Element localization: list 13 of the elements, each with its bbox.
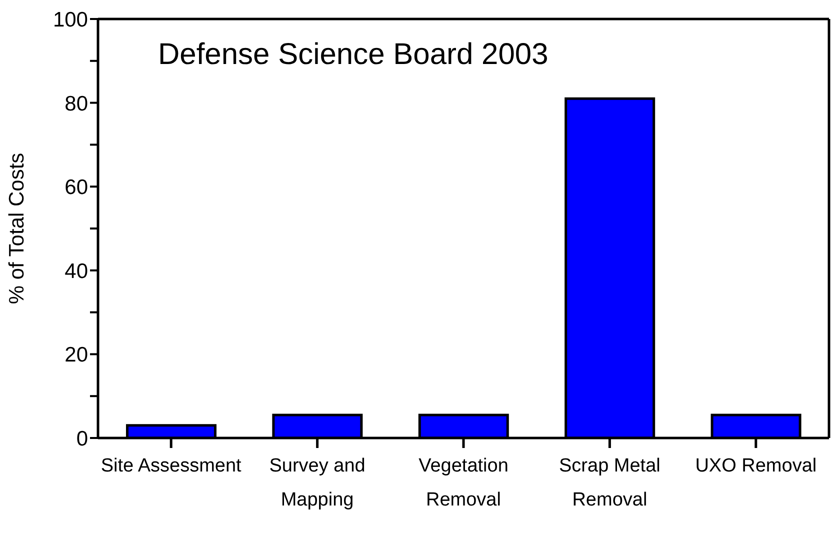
y-tick-label: 20 xyxy=(64,344,88,367)
y-tick-label: 100 xyxy=(52,8,88,32)
x-tick-label: Site Assessment xyxy=(100,455,242,476)
x-tick-label: Vegetation Removal xyxy=(418,455,508,510)
y-tick-label: 80 xyxy=(64,92,88,116)
y-axis-title: % of Total Costs xyxy=(5,152,28,304)
y-tick-label: 40 xyxy=(64,260,88,283)
annotation: Defense Science Board 2003 xyxy=(158,38,548,72)
x-tick-label: UXO Removal xyxy=(695,455,817,476)
y-tick-label: 0 xyxy=(76,427,88,450)
x-tick-label: Survey and Mapping xyxy=(269,455,366,510)
x-tick-label: Scrap Metal Removal xyxy=(559,455,660,510)
y-tick-label: 60 xyxy=(64,176,88,200)
